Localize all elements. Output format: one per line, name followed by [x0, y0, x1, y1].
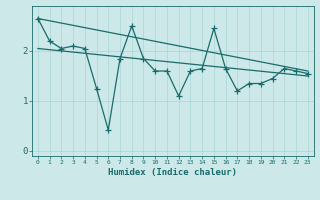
- X-axis label: Humidex (Indice chaleur): Humidex (Indice chaleur): [108, 168, 237, 177]
